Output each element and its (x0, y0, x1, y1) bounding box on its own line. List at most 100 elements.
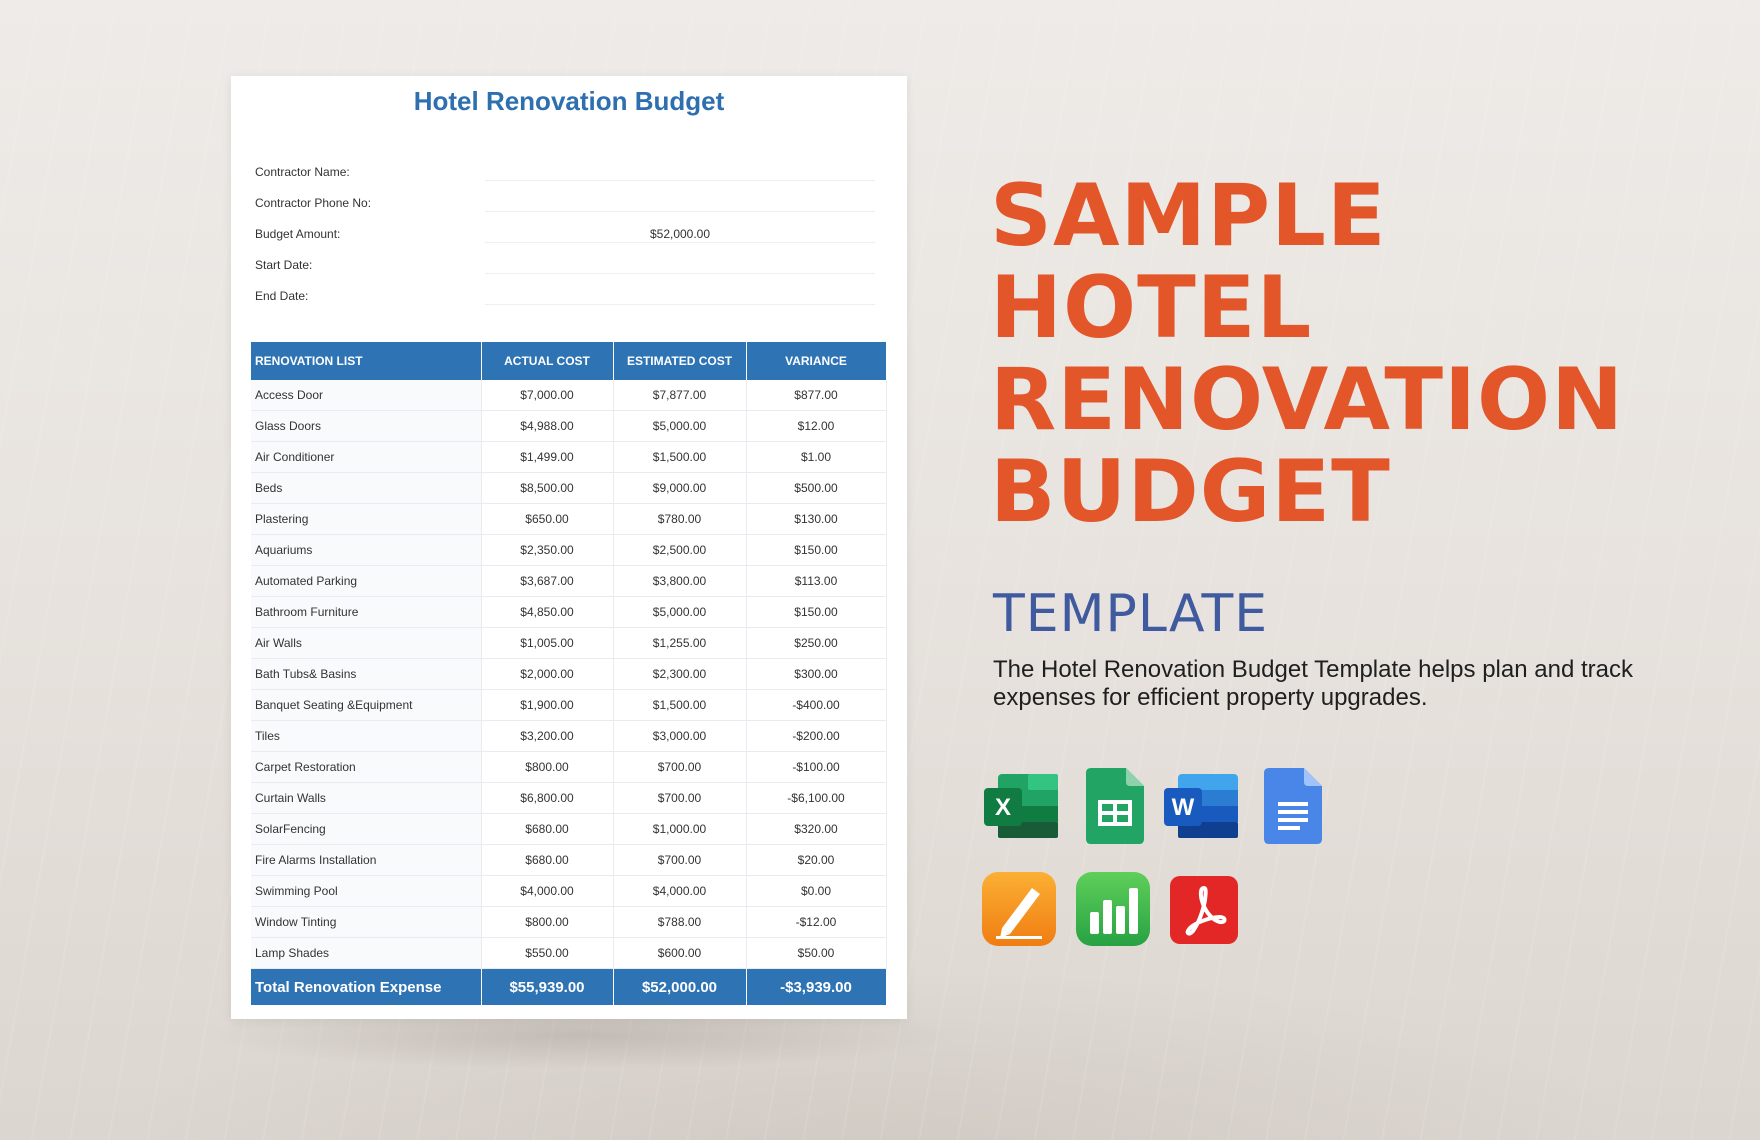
headline-line: RENOVATION (990, 350, 1625, 450)
budget-table: RENOVATION LIST ACTUAL COST ESTIMATED CO… (251, 342, 887, 1005)
cell-variance: $250.00 (746, 627, 887, 659)
cell-item: SolarFencing (251, 813, 482, 845)
table-row: Glass Doors $4,988.00 $5,000.00 $12.00 (251, 410, 887, 442)
table-row: Carpet Restoration $800.00 $700.00 -$100.00 (251, 751, 887, 783)
cell-item: Banquet Seating &Equipment (251, 689, 482, 721)
table-row: Plastering $650.00 $780.00 $130.00 (251, 503, 887, 535)
info-divider (485, 304, 875, 305)
header-estimated-cost: ESTIMATED COST (613, 342, 747, 380)
cell-actual: $800.00 (481, 751, 614, 783)
cell-item: Lamp Shades (251, 937, 482, 969)
cell-actual: $6,800.00 (481, 782, 614, 814)
total-label: Total Renovation Expense (251, 968, 482, 1005)
table-row: Access Door $7,000.00 $7,877.00 $877.00 (251, 380, 887, 411)
cell-estimated: $780.00 (613, 503, 747, 535)
cell-actual: $550.00 (481, 937, 614, 969)
cell-variance: $150.00 (746, 596, 887, 628)
subtitle: TEMPLATE (993, 584, 1269, 644)
cell-actual: $680.00 (481, 844, 614, 876)
table-row: Tiles $3,200.00 $3,000.00 -$200.00 (251, 720, 887, 752)
cell-variance: $300.00 (746, 658, 887, 690)
cell-estimated: $700.00 (613, 751, 747, 783)
google-sheets-icon[interactable] (1086, 768, 1144, 849)
cell-item: Glass Doors (251, 410, 482, 442)
numbers-icon[interactable] (1076, 872, 1150, 951)
cell-estimated: $1,500.00 (613, 441, 747, 473)
info-divider (485, 211, 875, 212)
cell-estimated: $600.00 (613, 937, 747, 969)
table-row: Swimming Pool $4,000.00 $4,000.00 $0.00 (251, 875, 887, 907)
svg-text:X: X (995, 794, 1011, 821)
cell-estimated: $2,500.00 (613, 534, 747, 566)
info-row-budget-amount: Budget Amount: $52,000.00 (255, 218, 895, 249)
cell-actual: $4,850.00 (481, 596, 614, 628)
info-label: Contractor Name: (255, 165, 350, 179)
cell-item: Carpet Restoration (251, 751, 482, 783)
cell-item: Air Conditioner (251, 441, 482, 473)
info-divider (485, 242, 875, 243)
pdf-icon[interactable] (1170, 876, 1238, 949)
info-divider (485, 273, 875, 274)
cell-estimated: $5,000.00 (613, 596, 747, 628)
cell-estimated: $2,300.00 (613, 658, 747, 690)
cell-estimated: $700.00 (613, 782, 747, 814)
cell-actual: $3,687.00 (481, 565, 614, 597)
cell-estimated: $3,000.00 (613, 720, 747, 752)
cell-item: Tiles (251, 720, 482, 752)
cell-variance: $130.00 (746, 503, 887, 535)
table-body: Access Door $7,000.00 $7,877.00 $877.00 Glas… (251, 380, 887, 969)
table-row: Fire Alarms Installation $680.00 $700.00 $2… (251, 844, 887, 876)
cell-estimated: $1,000.00 (613, 813, 747, 845)
cell-variance: $50.00 (746, 937, 887, 969)
cell-variance: $0.00 (746, 875, 887, 907)
cell-variance: $877.00 (746, 380, 887, 411)
table-row: Air Conditioner $1,499.00 $1,500.00 $1.00 (251, 441, 887, 473)
total-variance: -$3,939.00 (746, 968, 887, 1005)
pages-icon[interactable] (982, 872, 1056, 951)
cell-variance: $1.00 (746, 441, 887, 473)
info-label: End Date: (255, 289, 309, 303)
info-row-end-date: End Date: (255, 280, 895, 311)
cell-item: Aquariums (251, 534, 482, 566)
cell-estimated: $1,500.00 (613, 689, 747, 721)
cell-item: Bathroom Furniture (251, 596, 482, 628)
cell-actual: $2,000.00 (481, 658, 614, 690)
cell-variance: -$100.00 (746, 751, 887, 783)
info-divider (485, 180, 875, 181)
cell-actual: $1,005.00 (481, 627, 614, 659)
word-icon[interactable]: W (1164, 772, 1240, 845)
info-row-contractor-phone: Contractor Phone No: (255, 187, 895, 218)
svg-text:W: W (1172, 794, 1195, 821)
cell-item: Air Walls (251, 627, 482, 659)
cell-item: Window Tinting (251, 906, 482, 938)
cell-actual: $800.00 (481, 906, 614, 938)
cell-actual: $4,000.00 (481, 875, 614, 907)
table-row: Air Walls $1,005.00 $1,255.00 $250.00 (251, 627, 887, 659)
cell-variance: $12.00 (746, 410, 887, 442)
header-actual-cost: ACTUAL COST (481, 342, 614, 380)
info-section: Contractor Name: Contractor Phone No: Bu… (255, 156, 895, 311)
table-row: Curtain Walls $6,800.00 $700.00 -$6,100.00 (251, 782, 887, 814)
cell-variance: $113.00 (746, 565, 887, 597)
table-row: Aquariums $2,350.00 $2,500.00 $150.00 (251, 534, 887, 566)
cell-actual: $1,900.00 (481, 689, 614, 721)
cell-variance: -$6,100.00 (746, 782, 887, 814)
total-row: Total Renovation Expense $55,939.00 $52,… (251, 968, 887, 1005)
cell-actual: $4,988.00 (481, 410, 614, 442)
document-title: Hotel Renovation Budget (413, 86, 725, 116)
cell-actual: $3,200.00 (481, 720, 614, 752)
cell-item: Bath Tubs& Basins (251, 658, 482, 690)
cell-estimated: $5,000.00 (613, 410, 747, 442)
cell-item: Automated Parking (251, 565, 482, 597)
cell-variance: -$200.00 (746, 720, 887, 752)
cell-variance: $320.00 (746, 813, 887, 845)
info-value: $52,000.00 (649, 227, 711, 241)
cell-estimated: $788.00 (613, 906, 747, 938)
headline-line: SAMPLE (990, 166, 1387, 266)
table-row: Bath Tubs& Basins $2,000.00 $2,300.00 $300.… (251, 658, 887, 690)
google-docs-icon[interactable] (1264, 768, 1322, 849)
excel-icon[interactable]: X (984, 772, 1060, 845)
header-variance: VARIANCE (746, 342, 887, 380)
cell-item: Fire Alarms Installation (251, 844, 482, 876)
cell-item: Beds (251, 472, 482, 504)
